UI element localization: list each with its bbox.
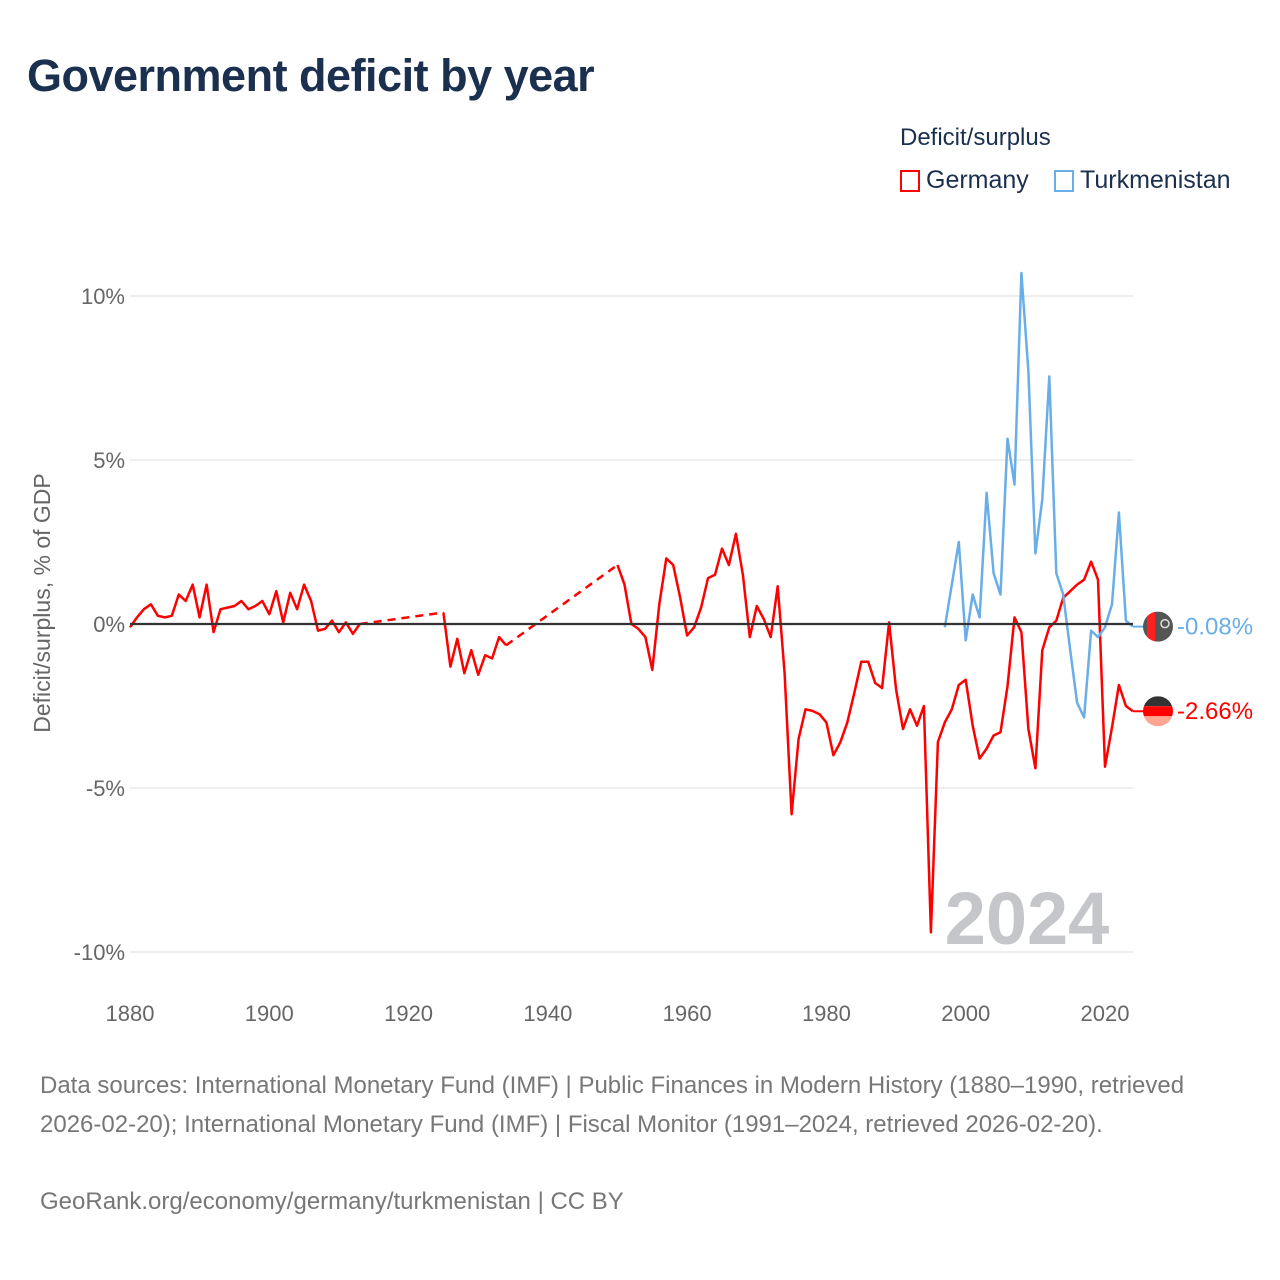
end-label-turkmenistan: -0.08%: [1177, 614, 1253, 641]
y-axis-label: Deficit/surplus, % of GDP: [29, 473, 55, 732]
legend-swatch-germany: [900, 169, 920, 192]
x-tick-label: 1960: [663, 1001, 712, 1026]
series-line-turkmenistan: [943, 271, 1134, 719]
x-tick-label: 1980: [802, 1001, 851, 1026]
legend-label-turkmenistan: Turkmenistan: [1080, 166, 1231, 194]
legend-swatch-turkmenistan: [1054, 169, 1074, 192]
series-gap-germany: [359, 611, 444, 626]
end-label-germany: -2.66%: [1177, 698, 1253, 725]
y-tick-label: -5%: [86, 776, 125, 801]
legend-item-turkmenistan[interactable]: Turkmenistan: [1054, 166, 1231, 195]
x-tick-label: 1880: [106, 1001, 155, 1026]
y-tick-label: 10%: [81, 284, 125, 309]
footer-link[interactable]: GeoRank.org/economy/germany/turkmenistan…: [40, 1188, 624, 1215]
germany-flag-icon: [1143, 696, 1173, 727]
x-tick-label: 2020: [1081, 1001, 1130, 1026]
legend-title: Deficit/surplus: [900, 124, 1051, 151]
series-line-germany: [128, 532, 1134, 934]
year-annotation: 2024: [945, 877, 1110, 960]
turkmenistan-flag-icon: [1143, 611, 1173, 642]
legend-item-germany[interactable]: Germany: [900, 166, 1029, 195]
footer-sources: Data sources: International Monetary Fun…: [40, 1072, 1185, 1138]
x-tick-label: 1920: [384, 1001, 433, 1026]
x-tick-label: 2000: [941, 1001, 990, 1026]
chart-title: Government deficit by year: [27, 50, 595, 101]
y-tick-label: -10%: [74, 940, 125, 965]
series-gap-germany: [505, 563, 619, 647]
legend-label-germany: Germany: [926, 166, 1029, 194]
y-tick-label: 0%: [93, 612, 125, 637]
x-tick-label: 1940: [523, 1001, 572, 1026]
y-tick-label: 5%: [93, 448, 125, 473]
x-tick-label: 1900: [245, 1001, 294, 1026]
